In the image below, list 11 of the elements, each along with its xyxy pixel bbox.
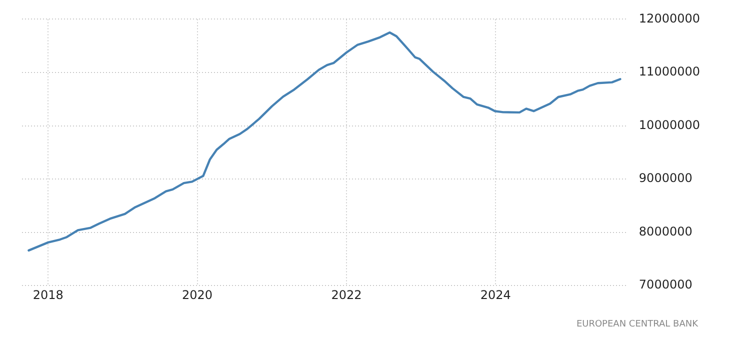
x-tick-label: 2020 — [182, 288, 213, 302]
text: EUROPEAN CENTRAL BANK — [576, 319, 700, 330]
x-tick-label: 2022 — [331, 288, 362, 302]
y-tick-label: 9000000 — [638, 171, 692, 186]
x-tick-label: 2018 — [32, 288, 64, 302]
y-tick-label: 10000000 — [638, 118, 700, 132]
y-tick-label: 7000000 — [638, 278, 692, 292]
x-tick-label: 2024 — [480, 288, 511, 302]
y-tick-label: 12000000 — [638, 11, 700, 26]
y-tick-label: 8000000 — [638, 224, 692, 238]
y-tick-label: 11000000 — [638, 64, 700, 79]
